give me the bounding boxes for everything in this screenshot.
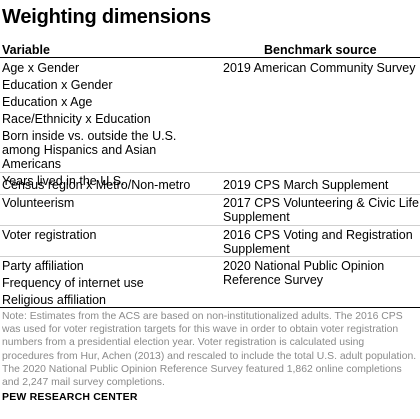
variable-item: Frequency of internet use (2, 276, 144, 290)
page-title: Weighting dimensions (2, 6, 211, 28)
row-divider (0, 256, 420, 257)
table-row-source: 2017 CPS Volunteering & Civic Life Suppl… (223, 196, 419, 224)
variable-item: Race/Ethnicity x Education (2, 112, 151, 126)
variable-item: Education x Age (2, 95, 93, 109)
variable-item: Age x Gender (2, 61, 80, 75)
table-row-source: 2019 American Community Survey (223, 61, 416, 75)
table-row-variables: Volunteerism (2, 196, 217, 213)
table-row-variables: Party affiliation Frequency of internet … (2, 259, 217, 310)
variable-item: Party affiliation (2, 259, 84, 273)
table-row-source: 2019 CPS March Supplement (223, 178, 389, 192)
variable-item: Volunteerism (2, 196, 75, 210)
variable-item: Years lived in the U.S. (2, 174, 125, 188)
variable-item: Religious affiliation (2, 293, 106, 307)
footnote: Note: Estimates from the ACS are based o… (2, 311, 417, 389)
table-row-source: 2020 National Public Opinion Reference S… (223, 259, 385, 287)
source-brand: PEW RESEARCH CENTER (2, 391, 138, 403)
row-divider (0, 172, 420, 173)
row-divider (0, 194, 420, 195)
column-header-variable: Variable (2, 43, 50, 57)
column-header-source: Benchmark source (264, 43, 377, 57)
table-row-variables: Age x Gender Education x Gender Educatio… (2, 61, 217, 191)
row-divider (0, 225, 420, 226)
header-rule (0, 57, 420, 58)
table-row-variables: Voter registration (2, 228, 217, 245)
variable-item: Census region x Metro/Non-metro (2, 178, 191, 192)
table-row-source: 2016 CPS Voting and Registration Supplem… (223, 228, 413, 256)
variable-item: Born inside vs. outside the U.S. among H… (2, 129, 177, 171)
variable-item: Education x Gender (2, 78, 113, 92)
table-row-variables: Census region x Metro/Non-metro (2, 178, 217, 195)
table-bottom-rule (0, 307, 420, 308)
variable-item: Voter registration (2, 228, 97, 242)
